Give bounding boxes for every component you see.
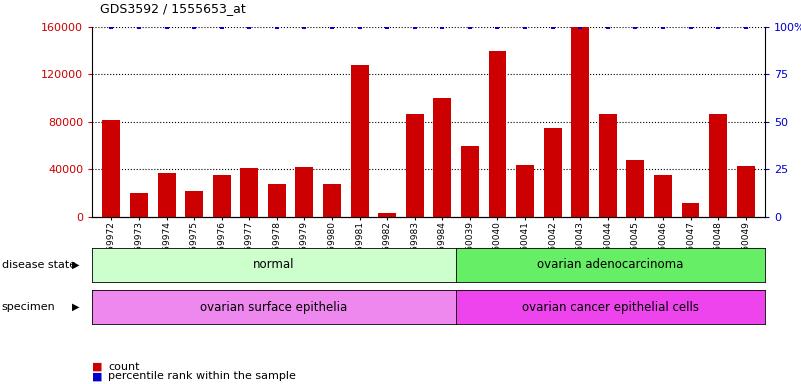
Point <box>739 24 752 30</box>
Text: ovarian adenocarcinoma: ovarian adenocarcinoma <box>537 258 684 271</box>
Bar <box>737 166 755 217</box>
Bar <box>433 98 451 217</box>
Bar <box>240 168 258 217</box>
Text: ovarian cancer epithelial cells: ovarian cancer epithelial cells <box>522 301 699 314</box>
Bar <box>571 27 590 217</box>
Text: normal: normal <box>253 258 295 271</box>
Text: percentile rank within the sample: percentile rank within the sample <box>108 371 296 381</box>
Bar <box>103 119 120 217</box>
Bar <box>351 65 368 217</box>
Point <box>105 24 118 30</box>
Bar <box>268 184 286 217</box>
Point <box>271 24 284 30</box>
Point <box>380 24 393 30</box>
Bar <box>296 167 313 217</box>
Bar <box>213 175 231 217</box>
Text: ▶: ▶ <box>72 260 79 270</box>
Point <box>657 24 670 30</box>
Point <box>491 24 504 30</box>
Point <box>133 24 146 30</box>
Point <box>298 24 311 30</box>
Point <box>711 24 724 30</box>
Text: ovarian surface epithelia: ovarian surface epithelia <box>200 301 348 314</box>
Bar <box>378 214 396 217</box>
Bar <box>185 191 203 217</box>
Point <box>464 24 477 30</box>
Text: ■: ■ <box>92 371 103 381</box>
Point <box>546 24 559 30</box>
Text: GDS3592 / 1555653_at: GDS3592 / 1555653_at <box>100 2 246 15</box>
Point <box>409 24 421 30</box>
Bar <box>544 128 562 217</box>
Point <box>187 24 200 30</box>
Point <box>518 24 531 30</box>
Bar <box>654 175 672 217</box>
Point <box>326 24 339 30</box>
Point <box>574 24 586 30</box>
Bar <box>406 114 424 217</box>
Bar <box>130 193 148 217</box>
Bar <box>709 114 727 217</box>
Point <box>602 24 614 30</box>
Point <box>215 24 228 30</box>
Text: specimen: specimen <box>2 302 55 312</box>
Bar <box>626 160 644 217</box>
Bar <box>516 165 534 217</box>
Bar <box>599 114 617 217</box>
Bar <box>323 184 341 217</box>
Bar <box>158 173 175 217</box>
Text: count: count <box>108 362 139 372</box>
Point <box>353 24 366 30</box>
Text: ▶: ▶ <box>72 302 79 312</box>
Point <box>684 24 697 30</box>
Text: ■: ■ <box>92 362 103 372</box>
Point <box>436 24 449 30</box>
Point <box>160 24 173 30</box>
Bar <box>682 203 699 217</box>
Bar <box>489 51 506 217</box>
Point <box>629 24 642 30</box>
Text: disease state: disease state <box>2 260 76 270</box>
Point <box>243 24 256 30</box>
Bar <box>461 146 479 217</box>
